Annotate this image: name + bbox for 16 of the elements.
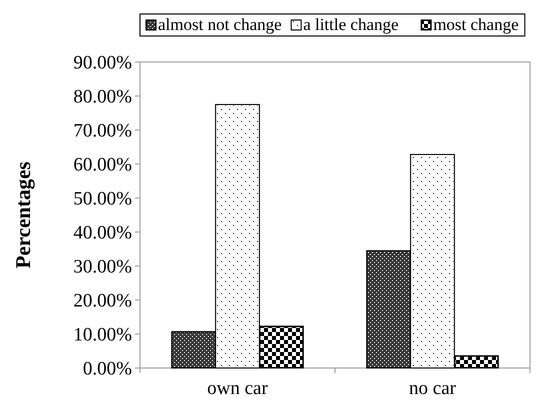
y-tick-label: 0.00% (82, 358, 132, 380)
y-axis-title: Percentages (11, 162, 35, 268)
y-tick-label: 20.00% (73, 290, 132, 312)
legend-label: almost not change (158, 15, 282, 34)
y-tick-label: 90.00% (73, 52, 132, 74)
y-tick-label: 60.00% (73, 154, 132, 176)
x-tick-label: own car (207, 378, 268, 399)
y-tick-label: 80.00% (73, 86, 132, 108)
legend-label: most change (433, 15, 519, 34)
y-tick-label: 10.00% (73, 324, 132, 346)
x-tick-label: no car (409, 378, 457, 399)
y-tick-label: 40.00% (73, 222, 132, 244)
y-tick-label: 70.00% (73, 120, 132, 142)
y-tick-label: 50.00% (73, 188, 132, 210)
legend-label: a little change (303, 15, 399, 34)
y-tick-label: 30.00% (73, 256, 132, 278)
